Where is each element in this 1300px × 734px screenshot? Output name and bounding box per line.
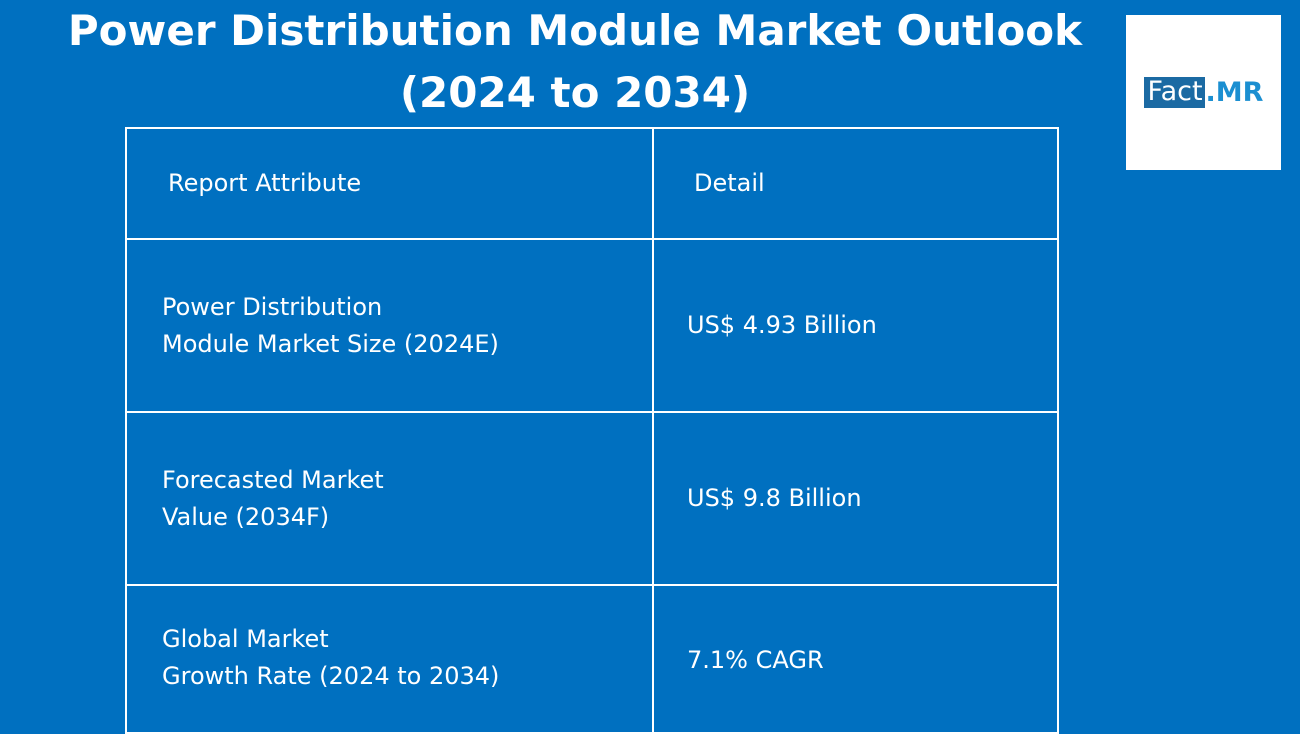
detail-value: 7.1% CAGR [687, 646, 824, 674]
table-cell-attribute: Global Market Growth Rate (2024 to 2034) [127, 586, 654, 732]
table-cell-detail: 7.1% CAGR [654, 586, 1057, 732]
table-row: Power Distribution Module Market Size (2… [125, 238, 1059, 413]
table-cell-attribute: Forecasted Market Value (2034F) [127, 413, 654, 584]
header-detail-label: Detail [694, 169, 765, 197]
table-row: Forecasted Market Value (2034F) US$ 9.8 … [125, 411, 1059, 586]
header-attribute-label: Report Attribute [168, 169, 362, 197]
page-title-line-2: (2024 to 2034) [399, 68, 751, 117]
attribute-line: Global Market [162, 625, 329, 653]
attribute-text: Forecasted Market Value (2034F) [162, 462, 384, 536]
attribute-line: Value (2034F) [162, 502, 330, 531]
table-cell-detail: US$ 4.93 Billion [654, 240, 1057, 411]
page-title: Power Distribution Module Market Outlook… [0, 0, 1150, 124]
logo-fact-text: Fact [1143, 77, 1205, 108]
attribute-line: Module Market Size (2024E) [162, 329, 499, 358]
logo-wordmark: Fact .MR [1143, 77, 1264, 108]
header-cell-detail: Detail [654, 129, 1057, 238]
attribute-line: Forecasted Market [162, 465, 384, 494]
logo-mr-text: .MR [1205, 77, 1264, 108]
detail-value: US$ 9.8 Billion [687, 484, 862, 512]
attribute-text: Global Market Growth Rate (2024 to 2034) [162, 621, 499, 695]
table-cell-detail: US$ 9.8 Billion [654, 413, 1057, 584]
table-cell-attribute: Power Distribution Module Market Size (2… [127, 240, 654, 411]
page-title-line-1: Power Distribution Module Market Outlook [67, 6, 1083, 55]
table-row: Global Market Growth Rate (2024 to 2034)… [125, 584, 1059, 734]
factmr-logo: Fact .MR [1126, 15, 1281, 170]
attribute-line: Growth Rate (2024 to 2034) [162, 662, 500, 690]
attribute-text: Power Distribution Module Market Size (2… [162, 289, 499, 363]
table-header-row: Report Attribute Detail [125, 127, 1059, 240]
detail-value: US$ 4.93 Billion [687, 311, 877, 339]
header-cell-attribute: Report Attribute [127, 129, 654, 238]
attribute-line: Power Distribution [162, 292, 383, 321]
